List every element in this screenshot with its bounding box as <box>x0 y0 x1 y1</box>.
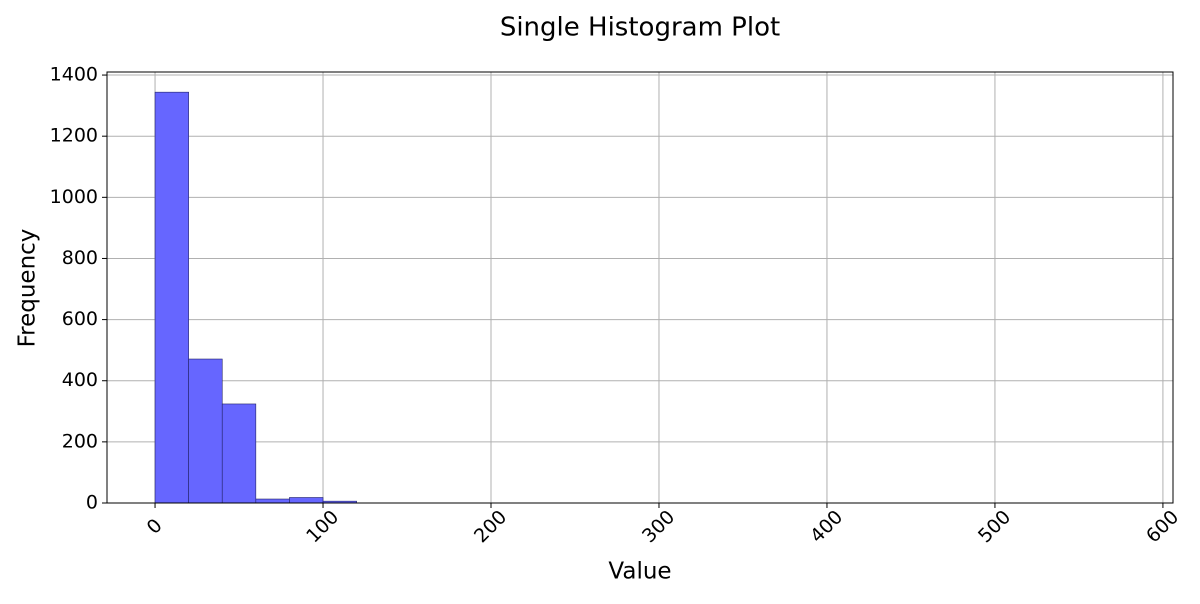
y-tick-label: 1400 <box>50 64 98 86</box>
y-tick-label: 400 <box>62 369 98 391</box>
bar <box>289 497 324 504</box>
x-tick-label: 300 <box>638 506 679 547</box>
bar <box>154 91 189 504</box>
y-tick-label: 600 <box>62 308 98 330</box>
x-tick-label: 0 <box>143 515 167 539</box>
chart-title: Single Histogram Plot <box>500 13 780 43</box>
y-axis-label: Frequency <box>15 229 41 348</box>
x-tick-label: 400 <box>806 506 847 547</box>
y-tick-label: 200 <box>62 430 98 452</box>
y-tick-label: 1200 <box>50 125 98 147</box>
y-tick-label: 1000 <box>50 186 98 208</box>
bar <box>188 358 223 504</box>
y-tick-label: 800 <box>62 247 98 269</box>
x-tick-label: 100 <box>302 506 343 547</box>
x-tick-label: 200 <box>470 506 511 547</box>
y-tick-label: 0 <box>86 492 98 514</box>
x-tick-label: 500 <box>974 506 1015 547</box>
x-tick-label: 600 <box>1142 506 1183 547</box>
plot-frame <box>106 71 1174 504</box>
x-axis-label: Value <box>608 559 671 585</box>
bar <box>255 498 290 504</box>
bar <box>221 403 257 504</box>
